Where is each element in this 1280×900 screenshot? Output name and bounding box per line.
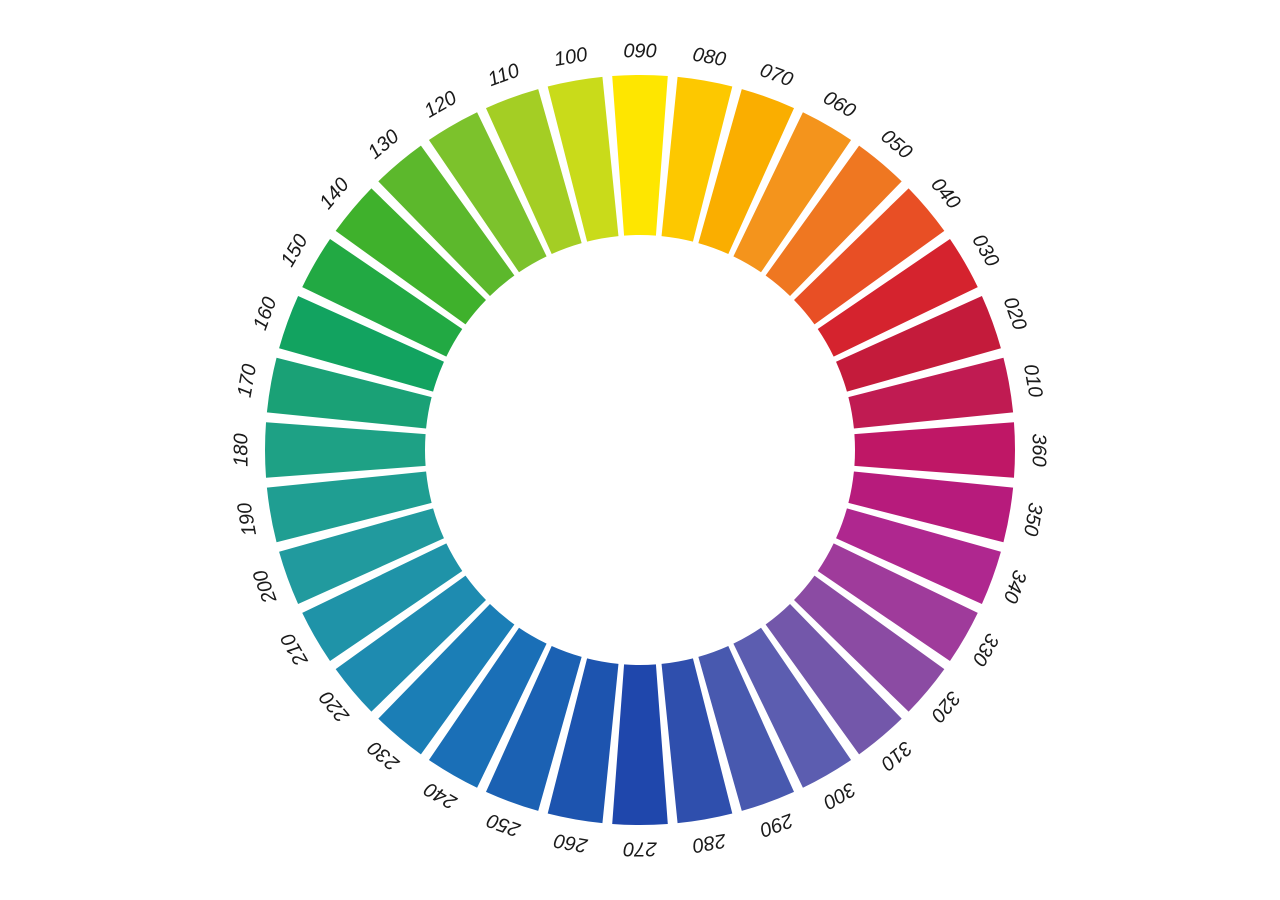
wheel-label-270: 270 xyxy=(623,838,657,860)
color-wheel-diagram: 0900800700600500400300200103603503403303… xyxy=(0,0,1280,900)
wheel-label-180: 180 xyxy=(230,433,252,466)
wheel-label-360: 360 xyxy=(1028,433,1050,466)
wheel-label-090: 090 xyxy=(623,40,656,62)
